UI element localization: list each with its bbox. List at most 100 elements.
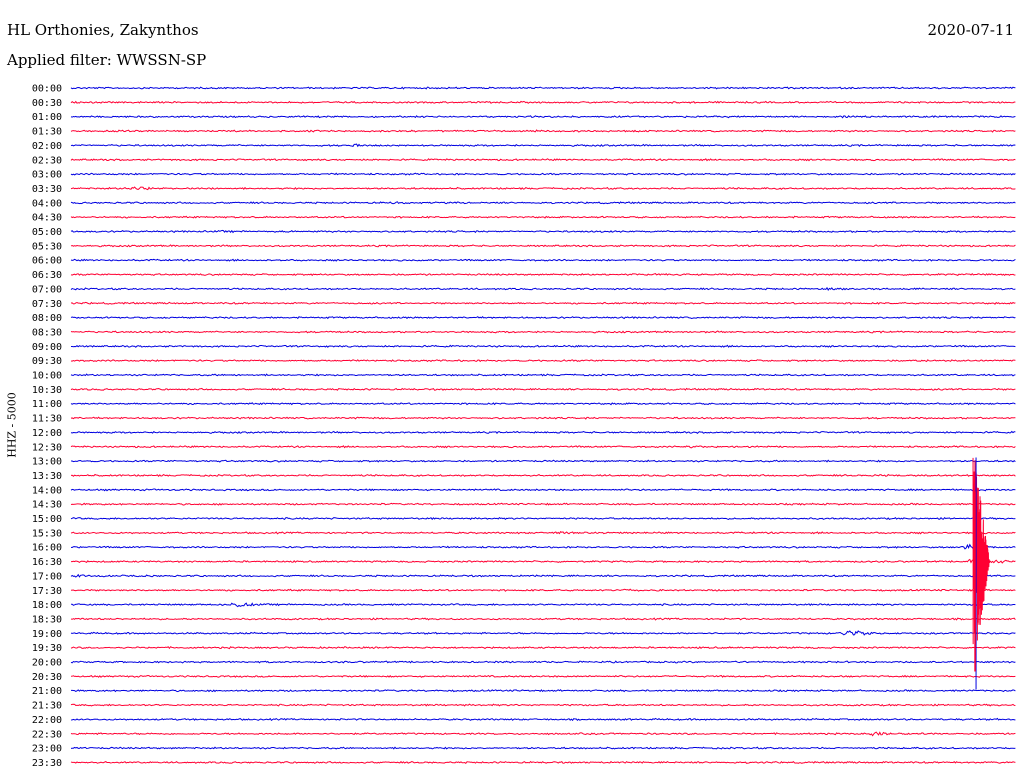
trace-line-1700 — [70, 573, 1016, 578]
trace-line-1030 — [70, 387, 1016, 391]
trace-line-0430 — [70, 215, 1016, 219]
trace-line-0930 — [70, 359, 1016, 363]
date-label: 2020-07-11 — [927, 21, 1014, 39]
trace-line-0630 — [70, 272, 1016, 277]
time-tick-label: 16:30 — [32, 557, 62, 568]
time-tick-label: 22:30 — [32, 729, 62, 740]
time-tick-label: 21:30 — [32, 701, 62, 712]
trace-line-0030 — [70, 100, 1016, 104]
time-tick-label: 21:00 — [32, 686, 62, 697]
time-tick-label: 03:00 — [32, 170, 62, 181]
time-tick-label: 19:00 — [32, 629, 62, 640]
time-tick-label: 12:30 — [32, 442, 62, 453]
time-tick-label: 20:30 — [32, 672, 62, 683]
trace-line-1130 — [70, 416, 1016, 420]
trace-line-1800 — [70, 602, 1016, 608]
trace-line-1930 — [70, 646, 1016, 650]
trace-line-2100 — [70, 689, 1016, 693]
time-tick-label: 13:30 — [32, 471, 62, 482]
time-tick-label: 18:00 — [32, 600, 62, 611]
time-tick-label: 15:30 — [32, 528, 62, 539]
trace-line-0300 — [70, 172, 1016, 176]
trace-line-1530 — [70, 531, 1016, 535]
time-tick-label: 07:00 — [32, 284, 62, 295]
time-tick-label: 02:00 — [32, 141, 62, 152]
trace-line-1830 — [70, 617, 1016, 621]
time-tick-label: 05:30 — [32, 241, 62, 252]
trace-line-1200 — [70, 430, 1016, 435]
time-tick-label: 11:00 — [32, 399, 62, 410]
time-tick-label: 06:00 — [32, 256, 62, 267]
trace-line-0100 — [70, 115, 1016, 119]
trace-line-2030 — [70, 674, 1016, 678]
time-tick-label: 12:00 — [32, 428, 62, 439]
time-tick-label: 03:30 — [32, 184, 62, 195]
trace-line-1900 — [70, 630, 1016, 636]
time-tick-label: 09:00 — [32, 342, 62, 353]
time-tick-label: 14:30 — [32, 500, 62, 511]
trace-line-1300 — [70, 459, 1016, 463]
trace-line-0230 — [70, 158, 1016, 162]
station-title: HL Orthonies, Zakynthos — [7, 21, 199, 39]
trace-line-2000 — [70, 660, 1016, 664]
trace-line-1500 — [70, 516, 1016, 521]
time-tick-label: 10:00 — [32, 371, 62, 382]
time-tick-label: 07:30 — [32, 299, 62, 310]
trace-line-1330 — [70, 473, 1016, 477]
trace-line-2300 — [70, 746, 1016, 750]
time-tick-label: 02:30 — [32, 155, 62, 166]
time-tick-label: 13:00 — [32, 457, 62, 468]
trace-line-1230 — [70, 445, 1016, 449]
trace-line-0900 — [70, 344, 1016, 348]
trace-line-1630 — [71, 558, 1016, 566]
time-tick-label: 22:00 — [32, 715, 62, 726]
trace-line-0000 — [70, 86, 1016, 90]
time-tick-label: 00:30 — [32, 98, 62, 109]
time-tick-label: 04:00 — [32, 198, 62, 209]
trace-line-2230 — [70, 731, 1016, 737]
trace-line-0700 — [70, 286, 1016, 292]
time-tick-label: 17:00 — [32, 571, 62, 582]
time-tick-label: 16:00 — [32, 543, 62, 554]
time-tick-label: 05:00 — [32, 227, 62, 238]
time-tick-label: 23:00 — [32, 744, 62, 755]
trace-line-0330 — [70, 186, 1016, 191]
trace-line-0830 — [70, 330, 1016, 334]
time-tick-label: 09:30 — [32, 356, 62, 367]
time-tick-label: 23:30 — [32, 758, 62, 769]
filter-label: Applied filter: WWSSN-SP — [7, 51, 207, 69]
trace-line-1400 — [70, 488, 1016, 492]
time-tick-label: 04:30 — [32, 213, 62, 224]
time-tick-label: 11:30 — [32, 414, 62, 425]
trace-line-1600 — [70, 543, 1016, 550]
major-event-spike — [972, 457, 991, 690]
time-tick-label: 18:30 — [32, 614, 62, 625]
time-tick-label: 01:00 — [32, 112, 62, 123]
trace-line-1000 — [70, 373, 1016, 377]
trace-line-1100 — [70, 402, 1016, 406]
time-tick-label: 14:00 — [32, 485, 62, 496]
time-tick-label: 08:30 — [32, 327, 62, 338]
trace-line-2130 — [70, 703, 1016, 707]
trace-line-2200 — [70, 717, 1016, 722]
trace-line-1430 — [70, 502, 1016, 506]
time-tick-label: 08:00 — [32, 313, 62, 324]
trace-line-0500 — [70, 229, 1016, 234]
trace-line-1730 — [70, 588, 1016, 592]
time-tick-label: 17:30 — [32, 586, 62, 597]
time-tick-label: 19:30 — [32, 643, 62, 654]
trace-line-0800 — [70, 316, 1016, 320]
trace-line-2330 — [70, 760, 1016, 764]
trace-line-0130 — [70, 129, 1016, 133]
trace-line-0530 — [70, 244, 1016, 248]
time-tick-label: 10:30 — [32, 385, 62, 396]
trace-line-0730 — [70, 301, 1016, 305]
trace-line-0200 — [70, 143, 1016, 148]
time-tick-label: 20:00 — [32, 658, 62, 669]
trace-line-0400 — [70, 201, 1016, 205]
time-tick-label: 15:00 — [32, 514, 62, 525]
time-tick-label: 00:00 — [32, 84, 62, 95]
trace-line-0600 — [70, 258, 1016, 262]
